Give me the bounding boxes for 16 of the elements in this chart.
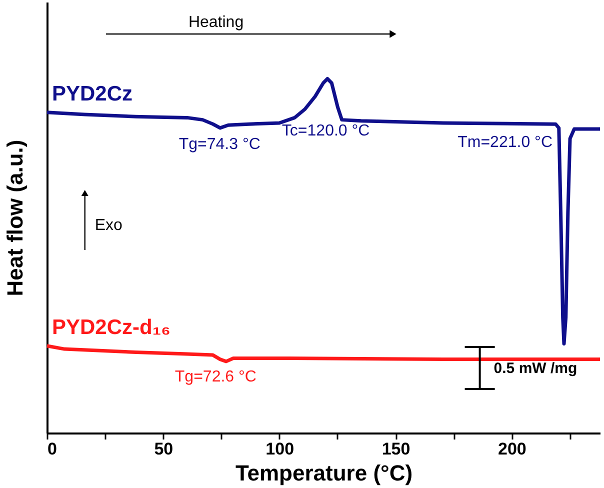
series-label: PYD2Cz-d₁₆ (52, 316, 171, 339)
text: Heating (188, 14, 244, 31)
y-axis-title: Heat flow (a.u.) (2, 140, 28, 296)
annotation: Exo (94, 217, 123, 234)
x-axis-title: Temperature (°C) (235, 460, 413, 486)
x-tick-label: 0 (48, 440, 57, 458)
x-tick-label: 50 (154, 440, 174, 458)
x-tick-label: 200 (498, 440, 526, 458)
annotation: Tg=74.3 °C (178, 136, 260, 154)
x-tick-label: 100 (266, 440, 294, 458)
series-label: PYD2Cz (52, 82, 133, 106)
annotation: 0.5 mW /mg (494, 360, 578, 377)
annotation: Tm=221.0 °C (458, 134, 552, 152)
annotation: Tg=72.6 °C (174, 368, 256, 386)
x-tick-label: 150 (382, 440, 410, 458)
annotation: Tc=120.0 °C (282, 122, 370, 140)
